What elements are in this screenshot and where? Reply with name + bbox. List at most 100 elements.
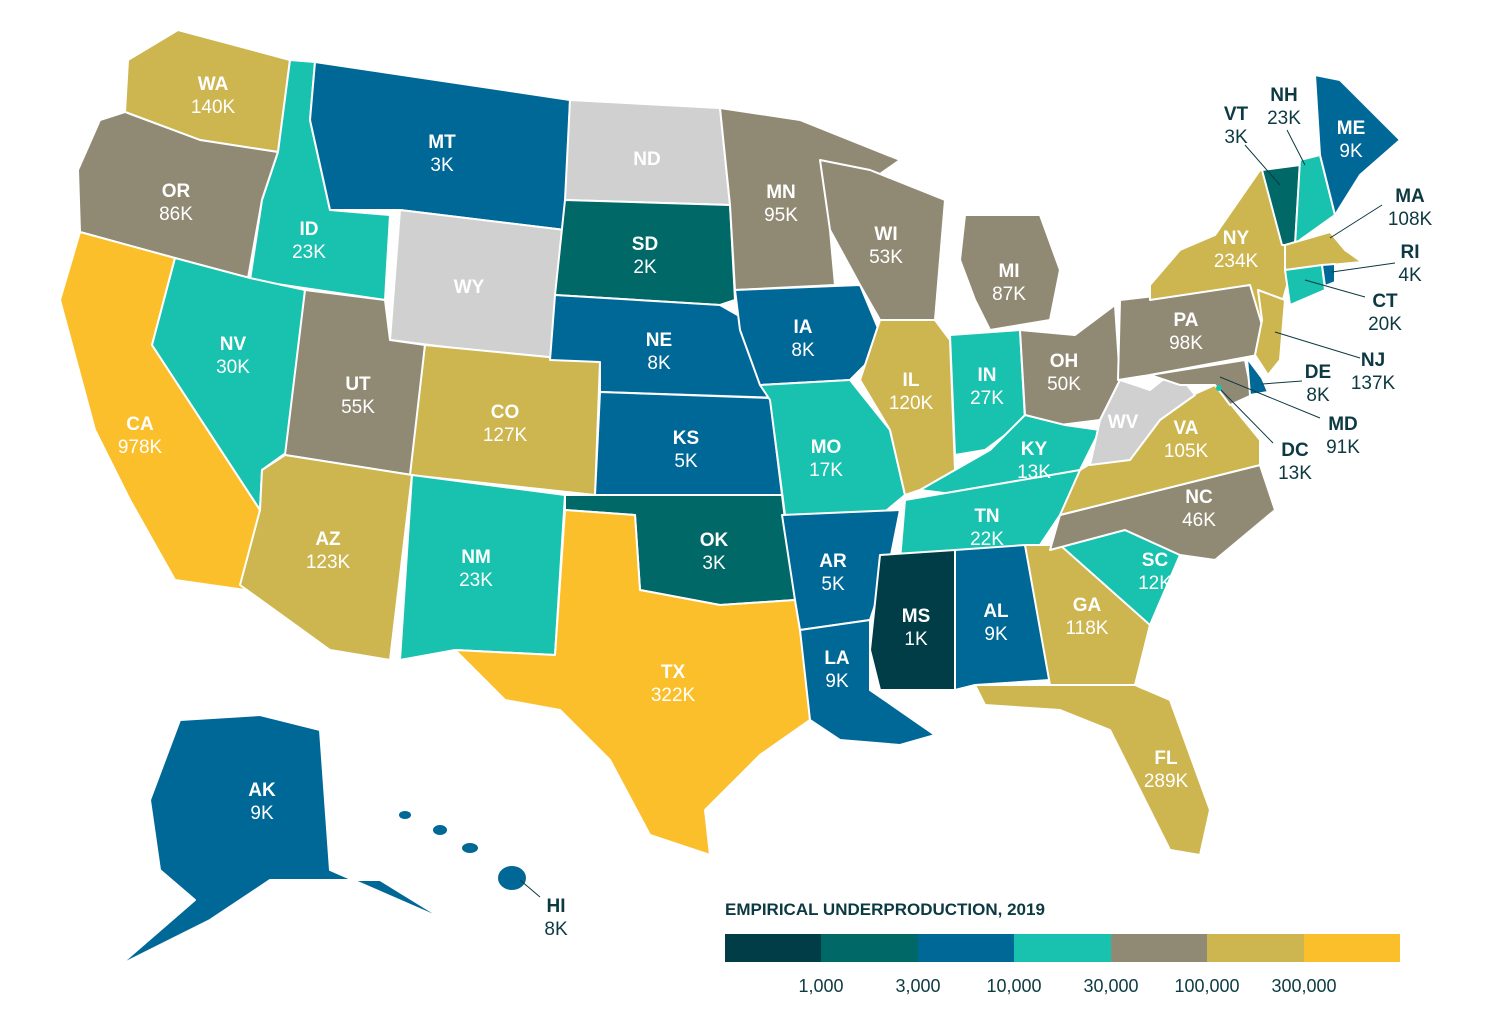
state-label-RI: RI	[1401, 242, 1420, 263]
state-value-AL: 9K	[984, 624, 1008, 645]
state-AL[interactable]	[954, 544, 1051, 691]
state-value-SD: 2K	[633, 257, 657, 278]
legend-title: EMPIRICAL UNDERPRODUCTION, 2019	[725, 900, 1045, 919]
state-value-CO: 127K	[483, 425, 528, 446]
legend-swatch	[725, 934, 822, 962]
state-label-AK: AK	[248, 780, 276, 801]
state-value-CA: 978K	[118, 437, 163, 458]
legend-ticks: 1,000 3,000 10,000 30,000 100,000 300,00…	[725, 976, 1405, 1006]
state-value-NE: 8K	[647, 353, 671, 374]
state-value-AK: 9K	[250, 803, 274, 824]
state-label-NY: NY	[1223, 228, 1250, 249]
state-label-NE: NE	[646, 330, 672, 351]
state-label-WA: WA	[198, 74, 229, 95]
state-MO[interactable]	[759, 379, 906, 521]
state-MD[interactable]	[1149, 359, 1253, 406]
state-value-IL: 120K	[889, 393, 934, 414]
state-value-OR: 86K	[159, 204, 193, 225]
state-label-WY: WY	[454, 277, 485, 298]
state-value-LA: 9K	[825, 671, 849, 692]
state-value-AR: 5K	[821, 574, 845, 595]
state-value-MT: 3K	[430, 155, 454, 176]
state-TX[interactable]	[454, 509, 811, 856]
legend-tick: 300,000	[1271, 976, 1337, 996]
legend-swatch	[917, 934, 1015, 962]
state-label-DC: DC	[1281, 440, 1309, 461]
state-value-ID: 23K	[292, 242, 326, 263]
state-label-ID: ID	[300, 219, 319, 240]
legend-swatch	[1014, 934, 1111, 962]
state-label-LA: LA	[824, 648, 850, 669]
state-value-AZ: 123K	[306, 552, 351, 573]
legend-swatch	[1303, 934, 1400, 962]
state-value-PA: 98K	[1169, 333, 1203, 354]
state-value-KS: 5K	[674, 451, 698, 472]
state-label-NH: NH	[1270, 85, 1297, 106]
state-label-OK: OK	[700, 530, 729, 551]
legend-color-bar	[725, 934, 1400, 962]
state-label-HI: HI	[547, 896, 566, 917]
state-DC[interactable]	[1216, 385, 1222, 391]
state-label-MD: MD	[1328, 414, 1358, 435]
state-label-OR: OR	[162, 181, 191, 202]
state-value-DC: 13K	[1278, 463, 1312, 484]
state-SD[interactable]	[554, 199, 736, 306]
state-label-MA: MA	[1395, 186, 1425, 207]
state-LA[interactable]	[799, 619, 936, 746]
state-AK[interactable]	[119, 714, 446, 966]
legend-tick: 3,000	[895, 976, 941, 996]
state-label-ND: ND	[633, 149, 660, 170]
state-label-MT: MT	[428, 132, 456, 153]
legend-swatch	[1207, 934, 1304, 962]
state-value-MA: 108K	[1388, 209, 1433, 230]
state-value-DE: 8K	[1306, 385, 1330, 406]
state-label-IN: IN	[978, 365, 997, 386]
legend-tick: 1,000	[798, 976, 844, 996]
state-NJ[interactable]	[1254, 289, 1286, 376]
state-value-HI: 8K	[544, 919, 568, 940]
state-NC[interactable]	[1049, 464, 1276, 561]
state-AZ[interactable]	[239, 454, 413, 661]
state-MI[interactable]	[959, 214, 1061, 331]
state-FL[interactable]	[974, 684, 1211, 856]
state-label-MO: MO	[811, 437, 842, 458]
state-value-SC: 12K	[1138, 573, 1172, 594]
legend-tick: 100,000	[1174, 976, 1240, 996]
state-label-UT: UT	[345, 374, 371, 395]
state-MS[interactable]	[869, 549, 956, 691]
legend-tick: 10,000	[986, 976, 1042, 996]
state-value-MD: 91K	[1326, 437, 1360, 458]
state-value-GA: 118K	[1066, 618, 1109, 639]
state-value-MN: 95K	[764, 205, 798, 226]
state-HI[interactable]	[399, 811, 526, 890]
state-label-SC: SC	[1142, 550, 1169, 571]
state-CT[interactable]	[1284, 264, 1326, 306]
state-ME[interactable]	[1314, 74, 1401, 216]
state-label-WV: WV	[1108, 412, 1139, 433]
state-label-TX: TX	[661, 662, 686, 683]
state-label-TN: TN	[974, 506, 999, 527]
state-value-ME: 9K	[1339, 141, 1363, 162]
state-label-NJ: NJ	[1361, 350, 1385, 371]
state-value-NV: 30K	[216, 357, 250, 378]
state-label-CA: CA	[126, 414, 154, 435]
legend-swatch	[821, 934, 918, 962]
state-label-MS: MS	[902, 606, 931, 627]
legend-tick: 30,000	[1083, 976, 1139, 996]
state-label-CT: CT	[1372, 291, 1398, 312]
state-RI[interactable]	[1321, 263, 1336, 287]
state-label-IA: IA	[794, 317, 813, 338]
state-DE[interactable]	[1246, 357, 1269, 396]
state-value-NC: 46K	[1182, 510, 1216, 531]
state-value-NY: 234K	[1214, 251, 1259, 272]
legend: EMPIRICAL UNDERPRODUCTION, 2019 1,000 3,…	[725, 900, 1405, 1006]
state-value-MO: 17K	[809, 460, 843, 481]
state-label-FL: FL	[1154, 748, 1178, 769]
state-label-MN: MN	[766, 182, 796, 203]
state-WV[interactable]	[1089, 369, 1196, 466]
state-value-MI: 87K	[992, 284, 1026, 305]
state-label-SD: SD	[632, 234, 658, 255]
state-label-PA: PA	[1174, 310, 1199, 331]
state-label-VA: VA	[1174, 418, 1199, 439]
